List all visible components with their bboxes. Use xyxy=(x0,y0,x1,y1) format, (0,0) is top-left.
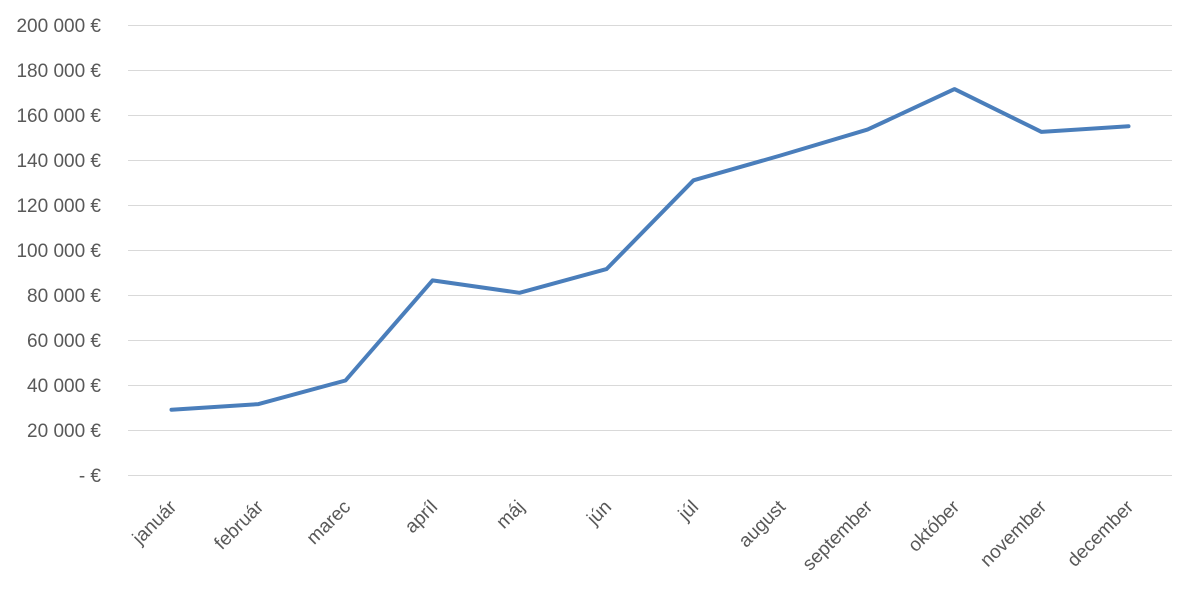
x-tick-label: november xyxy=(976,496,1051,571)
y-tick-label: 20 000 € xyxy=(27,421,101,442)
x-tick-label: apríl xyxy=(401,497,442,538)
x-tick-label: marec xyxy=(303,497,355,549)
y-tick-label: 180 000 € xyxy=(16,61,101,82)
y-tick-label: 140 000 € xyxy=(16,151,101,172)
series-line xyxy=(169,87,1131,412)
x-tick-label: október xyxy=(904,496,964,556)
y-tick-label: 160 000 € xyxy=(16,106,101,127)
x-tick-label: december xyxy=(1063,496,1138,571)
y-axis-tick-labels: - € 20 000 € 40 000 € 60 000 € 80 000 € 100 0… xyxy=(16,16,101,487)
x-tick-label: január xyxy=(128,496,181,549)
y-tick-label: 120 000 € xyxy=(16,196,101,217)
x-tick-label: február xyxy=(211,496,269,554)
x-axis-tick-labels: január február marec apríl máj jún júl august se… xyxy=(128,496,1138,575)
y-tick-label: 80 000 € xyxy=(27,286,101,307)
x-tick-label: september xyxy=(799,496,878,575)
x-tick-label: júl xyxy=(674,497,703,526)
x-tick-label: jún xyxy=(583,497,616,530)
x-tick-label: máj xyxy=(493,497,530,534)
y-tick-label: 100 000 € xyxy=(16,241,101,262)
y-tick-label: 60 000 € xyxy=(27,331,101,352)
y-tick-label: 200 000 € xyxy=(16,16,101,37)
y-tick-label: 40 000 € xyxy=(27,376,101,397)
y-tick-label: - € xyxy=(79,466,102,487)
gridlines xyxy=(128,25,1172,476)
series-lines xyxy=(169,87,1131,412)
x-tick-label: august xyxy=(735,496,791,552)
